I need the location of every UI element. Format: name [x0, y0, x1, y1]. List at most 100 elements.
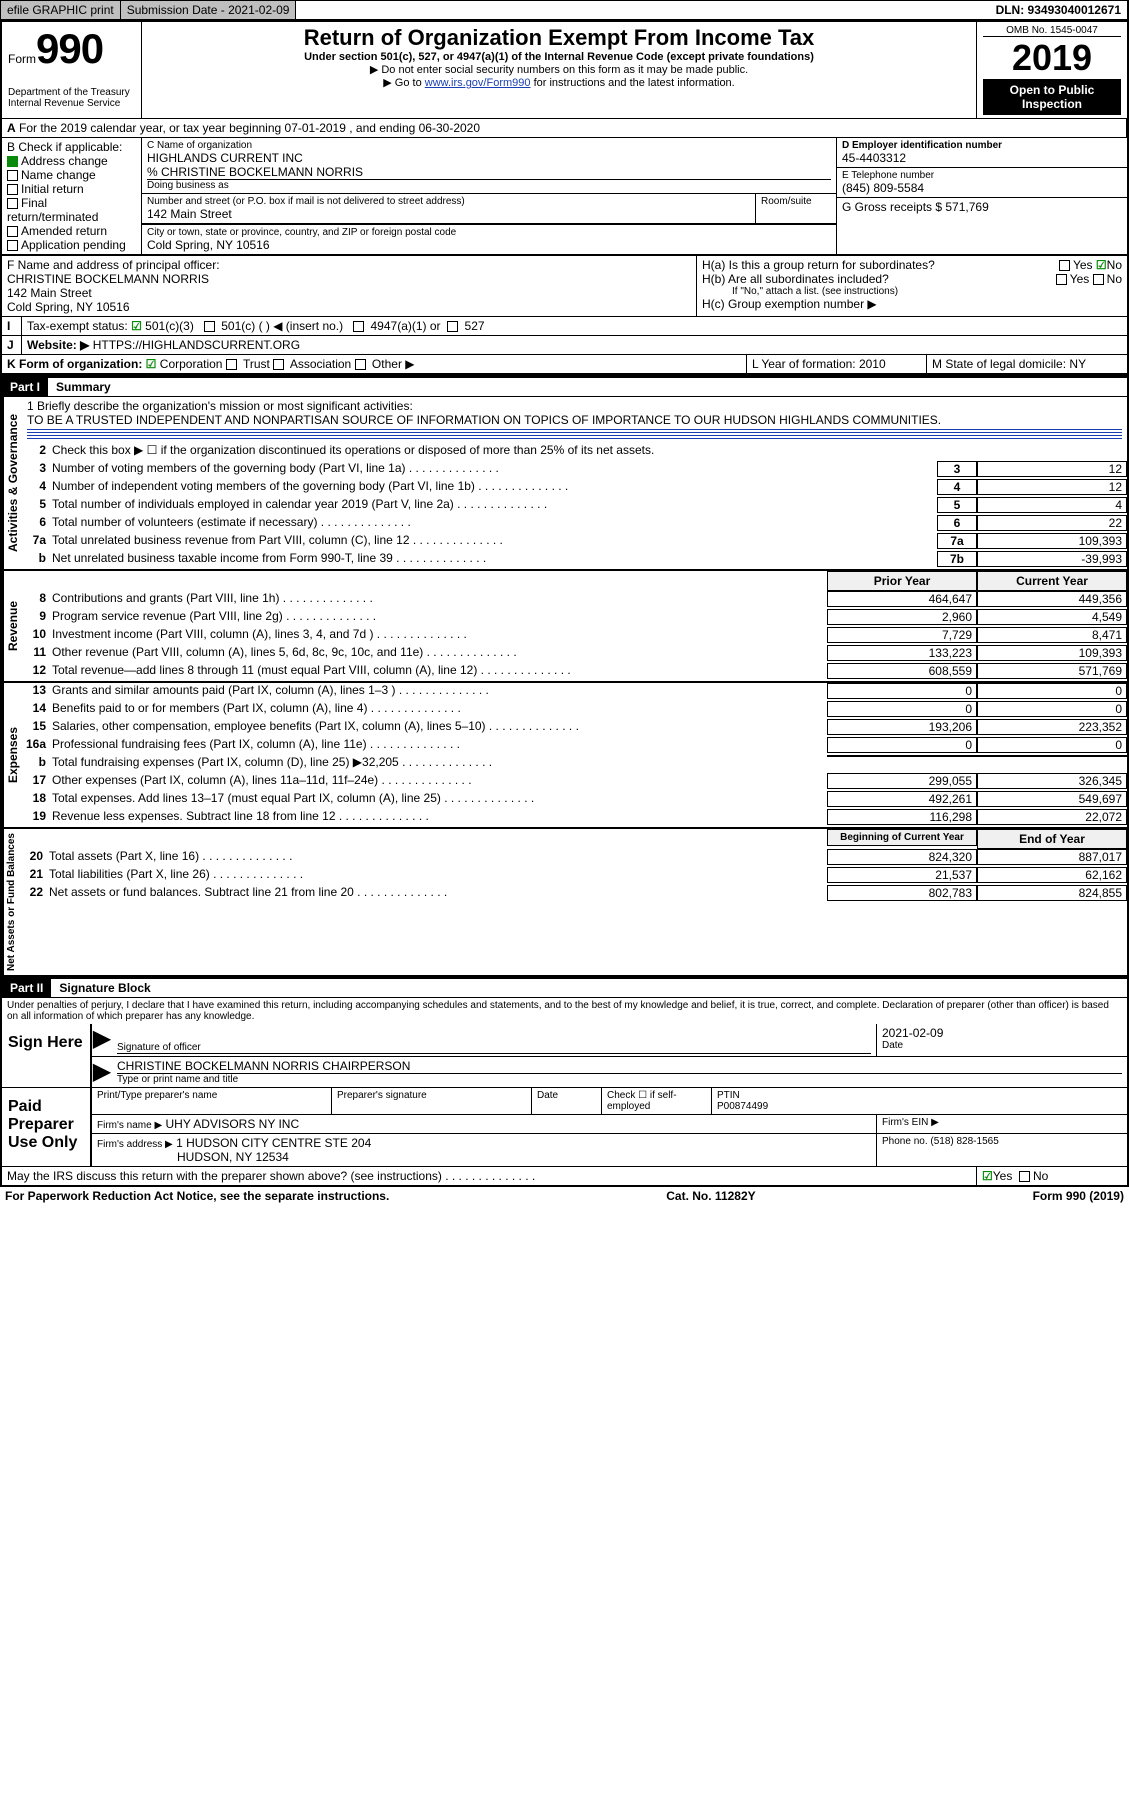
hb-note: If "No," attach a list. (see instruction… — [702, 286, 1122, 297]
prior-year-value: 21,537 — [827, 867, 977, 883]
current-year-value: 22,072 — [977, 809, 1127, 825]
line-number: 15 — [22, 719, 52, 733]
hc-label: H(c) Group exemption number ▶ — [702, 297, 1122, 311]
line-desc: Contributions and grants (Part VIII, lin… — [52, 591, 827, 605]
opt-corp[interactable]: Corporation — [160, 357, 223, 371]
line-desc: Total fundraising expenses (Part IX, col… — [52, 755, 827, 769]
line-desc: Net assets or fund balances. Subtract li… — [49, 885, 827, 899]
line-desc: Total unrelated business revenue from Pa… — [52, 533, 937, 547]
submission-date-button[interactable]: Submission Date - 2021-02-09 — [121, 1, 297, 19]
side-activities: Activities & Governance — [2, 397, 22, 569]
firm-addr1: 1 HUDSON CITY CENTRE STE 204 — [176, 1136, 371, 1150]
chk-application-pending[interactable]: Application pending — [21, 238, 126, 252]
prior-year-value: 299,055 — [827, 773, 977, 789]
firm-addr2: HUDSON, NY 12534 — [97, 1150, 871, 1164]
line-desc: Salaries, other compensation, employee b… — [52, 719, 827, 733]
line-box: 5 — [937, 497, 977, 513]
penalties-text: Under penalties of perjury, I declare th… — [2, 998, 1127, 1024]
line-desc: Total liabilities (Part X, line 26) — [49, 867, 827, 881]
efile-print-button[interactable]: efile GRAPHIC print — [1, 1, 121, 19]
sig-officer-label: Signature of officer — [117, 1042, 871, 1054]
prior-year-value: 492,261 — [827, 791, 977, 807]
opt-4947[interactable]: 4947(a)(1) or — [371, 319, 441, 333]
prep-selfemp-hdr: Check ☐ if self-employed — [602, 1088, 712, 1114]
line-number: 5 — [22, 497, 52, 511]
note-goto-pre: ▶ Go to — [383, 77, 424, 89]
ha-yes[interactable]: Yes — [1073, 258, 1093, 272]
prep-sig-hdr: Preparer's signature — [332, 1088, 532, 1114]
officer-printed-name: CHRISTINE BOCKELMANN NORRIS CHAIRPERSON — [117, 1059, 1122, 1074]
firm-phone: Phone no. (518) 828-1565 — [877, 1134, 1127, 1166]
line-desc: Revenue less expenses. Subtract line 18 … — [52, 809, 827, 823]
line-number: 20 — [19, 849, 49, 863]
chk-final-return[interactable]: Final return/terminated — [7, 196, 98, 224]
line-desc: Other expenses (Part IX, column (A), lin… — [52, 773, 827, 787]
line-box: 6 — [937, 515, 977, 531]
opt-trust[interactable]: Trust — [243, 357, 270, 371]
line-number: 22 — [19, 885, 49, 899]
line-desc: Grants and similar amounts paid (Part IX… — [52, 683, 827, 697]
prep-name-hdr: Print/Type preparer's name — [92, 1088, 332, 1114]
officer-addr1: 142 Main Street — [7, 286, 691, 300]
box-j-label: J — [2, 336, 22, 355]
ptin-value: P00874499 — [717, 1101, 1122, 1112]
line-value: -39,993 — [977, 551, 1127, 567]
line-number: b — [22, 755, 52, 769]
hb-no[interactable]: No — [1107, 272, 1122, 286]
current-year-value: 0 — [977, 683, 1127, 699]
line-value: 12 — [977, 479, 1127, 495]
opt-527[interactable]: 527 — [465, 319, 485, 333]
prior-year-value: 608,559 — [827, 663, 977, 679]
form-subtitle: Under section 501(c), 527, or 4947(a)(1)… — [148, 51, 970, 63]
current-year-value: 326,345 — [977, 773, 1127, 789]
hdr-end-year: End of Year — [977, 829, 1127, 849]
box-m: M State of legal domicile: NY — [927, 355, 1127, 374]
line-number: 4 — [22, 479, 52, 493]
line-number: 17 — [22, 773, 52, 787]
line-desc: Total assets (Part X, line 16) — [49, 849, 827, 863]
opt-501c3[interactable]: 501(c)(3) — [145, 319, 194, 333]
line-desc: Benefits paid to or for members (Part IX… — [52, 701, 827, 715]
line-desc: Program service revenue (Part VIII, line… — [52, 609, 827, 623]
chk-amended-return[interactable]: Amended return — [21, 224, 107, 238]
opt-501c[interactable]: 501(c) ( ) ◀ (insert no.) — [221, 319, 343, 333]
room-label: Room/suite — [761, 196, 831, 207]
line-value: 109,393 — [977, 533, 1127, 549]
line-number: 14 — [22, 701, 52, 715]
ha-label: H(a) Is this a group return for subordin… — [702, 258, 1059, 272]
line-number: b — [22, 551, 52, 565]
line-value: 4 — [977, 497, 1127, 513]
instructions-link[interactable]: www.irs.gov/Form990 — [425, 77, 531, 89]
line-number: 11 — [22, 645, 52, 659]
box-b-label: B Check if applicable: — [7, 140, 136, 154]
line-value: 22 — [977, 515, 1127, 531]
box-i-label: Tax-exempt status: — [27, 319, 128, 333]
prior-year-value: 2,960 — [827, 609, 977, 625]
phone-value: (845) 809-5584 — [842, 181, 1122, 195]
footer-right: Form 990 (2019) — [1033, 1189, 1124, 1203]
box-g-label: G Gross receipts $ 571,769 — [837, 198, 1127, 216]
sign-here-label: Sign Here — [2, 1024, 92, 1087]
open-inspection-badge: Open to Public Inspection — [983, 79, 1121, 115]
sign-arrow-icon-2: ▶ — [92, 1057, 112, 1087]
footer-left: For Paperwork Reduction Act Notice, see … — [5, 1189, 389, 1203]
prior-year-value: 802,783 — [827, 885, 977, 901]
officer-name: CHRISTINE BOCKELMANN NORRIS — [7, 272, 691, 286]
ha-no[interactable]: No — [1107, 258, 1122, 272]
line-number: 7a — [22, 533, 52, 547]
chk-address-change[interactable]: Address change — [21, 154, 108, 168]
discuss-no[interactable]: No — [1033, 1169, 1048, 1183]
current-year-value: 887,017 — [977, 849, 1127, 865]
form-number: 990 — [36, 25, 103, 72]
org-name: HIGHLANDS CURRENT INC — [147, 151, 831, 165]
opt-assoc[interactable]: Association — [290, 357, 351, 371]
ptin-label: PTIN — [717, 1090, 1122, 1101]
chk-name-change[interactable]: Name change — [21, 168, 96, 182]
discuss-yes[interactable]: Yes — [993, 1169, 1013, 1183]
line-number: 9 — [22, 609, 52, 623]
chk-initial-return[interactable]: Initial return — [21, 182, 84, 196]
line-number: 13 — [22, 683, 52, 697]
line-number: 16a — [22, 737, 52, 751]
opt-other[interactable]: Other ▶ — [372, 357, 415, 371]
hb-yes[interactable]: Yes — [1070, 272, 1090, 286]
